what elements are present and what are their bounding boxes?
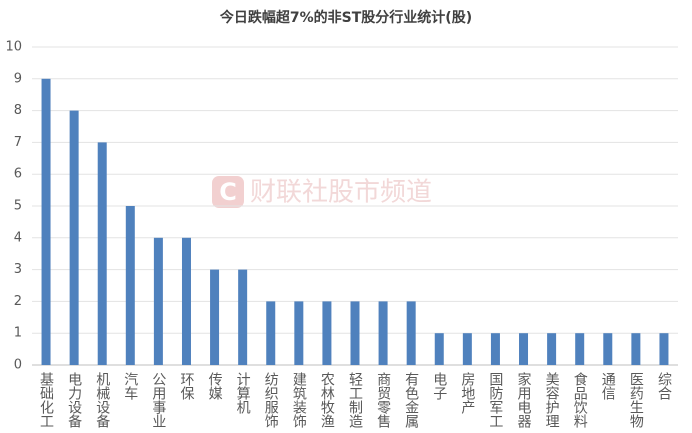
bar [378, 301, 388, 365]
y-tick-label: 9 [14, 71, 22, 86]
y-tick-label: 1 [14, 326, 22, 341]
x-tick-label: 传媒 [207, 372, 223, 400]
bar [519, 333, 529, 365]
x-tick-label: 电子 [431, 372, 447, 400]
y-tick-label: 0 [14, 358, 22, 373]
bar [575, 333, 585, 365]
x-tick-label: 有色金属 [403, 372, 419, 428]
bar [659, 333, 669, 365]
x-tick-label: 医药生物 [628, 372, 644, 429]
x-tick-label: 食品饮料 [572, 371, 588, 428]
x-tick-label: 基础化工 [38, 371, 54, 428]
x-tick-label: 环保 [178, 372, 194, 400]
chart-title: 今日跌幅超7%的非ST股分行业统计(股) [219, 9, 472, 26]
bar [210, 269, 220, 365]
x-tick-label: 建筑装饰 [291, 372, 307, 428]
svg-text:C: C [219, 178, 237, 206]
x-tick-label: 国防军工 [487, 372, 503, 428]
x-tick-label: 机械设备 [94, 372, 110, 428]
y-tick-label: 10 [5, 40, 22, 55]
y-tick-label: 4 [14, 230, 22, 245]
x-tick-label: 纺织服饰 [263, 372, 279, 428]
bar [266, 301, 276, 365]
bar [97, 142, 107, 365]
bar [322, 301, 332, 365]
x-tick-label: 商贸零售 [375, 372, 391, 428]
bar [434, 333, 444, 365]
y-tick-label: 2 [14, 294, 22, 309]
bar [406, 301, 416, 365]
bar [603, 333, 613, 365]
bar [41, 78, 51, 366]
y-tick-label: 5 [14, 199, 22, 214]
y-tick-label: 8 [14, 103, 22, 118]
y-tick-label: 6 [14, 167, 22, 182]
bar [462, 333, 472, 365]
x-tick-label: 公用事业 [150, 372, 166, 428]
bar [350, 301, 360, 365]
bar [238, 269, 248, 365]
x-tick-label: 美容护理 [544, 372, 560, 428]
x-tick-label: 房地产 [459, 372, 475, 415]
x-tick-label: 农林牧渔 [319, 372, 335, 428]
x-tick-label: 计算机 [235, 372, 251, 415]
x-tick-label: 电力设备 [66, 372, 82, 428]
bar [490, 333, 500, 365]
x-tick-label: 综合 [656, 372, 672, 400]
x-tick-label: 轻工制造 [347, 372, 363, 429]
x-tick-label: 汽车 [122, 372, 138, 400]
bar [294, 301, 304, 365]
y-tick-label: 3 [14, 262, 22, 277]
bar [125, 206, 135, 365]
bar [153, 237, 163, 365]
bar [547, 333, 557, 365]
bar [69, 110, 79, 365]
watermark-logo: C [212, 176, 244, 208]
x-tick-label: 通信 [600, 372, 616, 400]
watermark: 财联社股市频道 [250, 178, 432, 208]
x-tick-label: 家用电器 [516, 371, 532, 428]
bar [181, 237, 191, 365]
bar [631, 333, 641, 365]
y-tick-label: 7 [14, 135, 22, 150]
